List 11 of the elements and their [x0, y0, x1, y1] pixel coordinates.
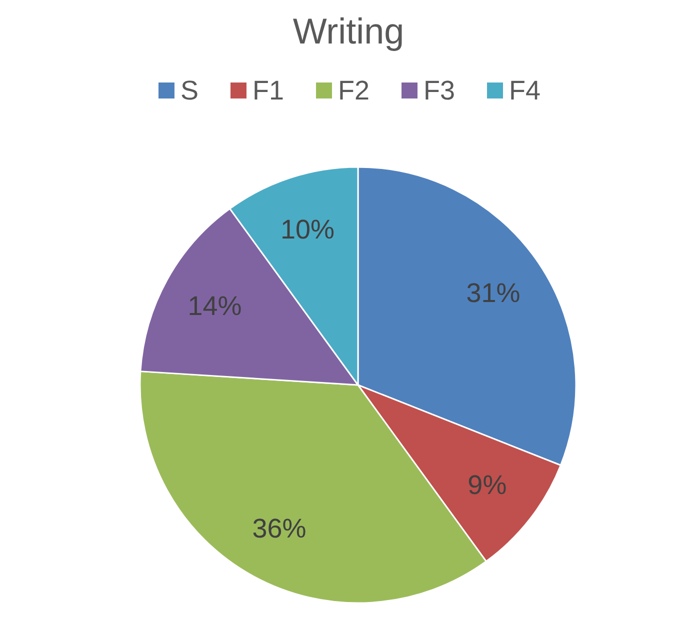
chart-title: Writing	[292, 10, 404, 52]
data-label: 14%	[188, 291, 242, 322]
legend-label: F3	[424, 76, 456, 106]
legend-label: F1	[252, 76, 284, 106]
legend-label: F4	[509, 76, 541, 106]
data-label: 9%	[468, 470, 507, 500]
data-label: 31%	[466, 278, 520, 308]
data-label: 10%	[280, 214, 334, 244]
legend-label: F2	[338, 76, 370, 106]
data-label: 36%	[252, 513, 306, 544]
legend-label: S	[180, 76, 198, 106]
